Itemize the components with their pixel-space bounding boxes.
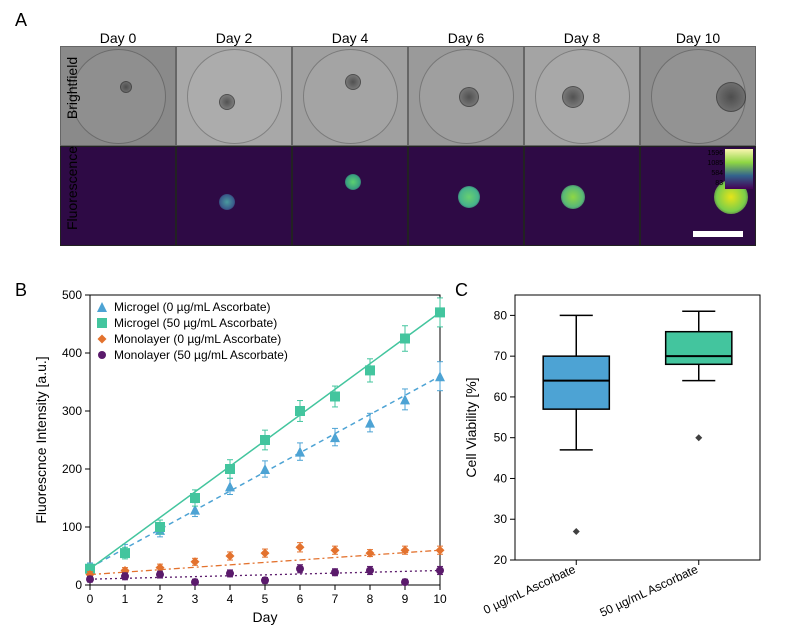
row-label-brightfield: Brightfield (64, 38, 80, 138)
fluorescence-cell (408, 146, 524, 246)
svg-text:3: 3 (192, 592, 199, 606)
svg-text:100: 100 (62, 520, 82, 534)
panel-b-chart: 0123456789100100200300400500DayFluorescn… (30, 285, 450, 630)
brightfield-cell (640, 46, 756, 146)
svg-text:0 µg/mL Ascorbate: 0 µg/mL Ascorbate (481, 562, 578, 617)
panel-b-label: B (15, 280, 27, 301)
panel-a-label: A (15, 10, 27, 31)
svg-text:40: 40 (494, 471, 508, 485)
svg-text:Monolayer (50 µg/mL Ascorbate): Monolayer (50 µg/mL Ascorbate) (114, 348, 288, 362)
fluorescence-cell (524, 146, 640, 246)
day-label: Day 6 (408, 30, 524, 46)
svg-text:Fluorescnce Intensity [a.u.]: Fluorescnce Intensity [a.u.] (33, 356, 49, 523)
day-label: Day 2 (176, 30, 292, 46)
svg-text:Microgel (50 µg/mL Ascorbate): Microgel (50 µg/mL Ascorbate) (114, 316, 277, 330)
svg-text:400: 400 (62, 346, 82, 360)
svg-text:70: 70 (494, 349, 508, 363)
fluorescence-cell (176, 146, 292, 246)
day-label: Day 4 (292, 30, 408, 46)
svg-text:80: 80 (494, 308, 508, 322)
svg-text:50 µg/mL Ascorbate: 50 µg/mL Ascorbate (598, 562, 701, 620)
svg-text:2: 2 (157, 592, 164, 606)
brightfield-cell (524, 46, 640, 146)
svg-text:1: 1 (122, 592, 129, 606)
day-label: Day 10 (640, 30, 756, 46)
svg-text:300: 300 (62, 404, 82, 418)
svg-text:Monolayer (0 µg/mL Ascorbate): Monolayer (0 µg/mL Ascorbate) (114, 332, 281, 346)
svg-text:30: 30 (494, 512, 508, 526)
svg-text:Day: Day (253, 609, 278, 625)
svg-text:8: 8 (367, 592, 374, 606)
svg-text:6: 6 (297, 592, 304, 606)
svg-text:500: 500 (62, 288, 82, 302)
panel-a-grid: Day 0Day 2Day 4Day 6Day 8Day 10 15961085… (60, 30, 760, 246)
svg-text:60: 60 (494, 390, 508, 404)
svg-text:200: 200 (62, 462, 82, 476)
fluorescence-cell: 1596108558483 (640, 146, 756, 246)
day-label: Day 8 (524, 30, 640, 46)
fluorescence-cell (292, 146, 408, 246)
svg-text:0: 0 (75, 578, 82, 592)
svg-text:0: 0 (87, 592, 94, 606)
brightfield-cell (176, 46, 292, 146)
svg-text:50: 50 (494, 431, 508, 445)
svg-text:4: 4 (227, 592, 234, 606)
brightfield-cell (292, 46, 408, 146)
svg-text:Microgel (0 µg/mL Ascorbate): Microgel (0 µg/mL Ascorbate) (114, 300, 271, 314)
svg-text:20: 20 (494, 553, 508, 567)
row-label-fluorescence: Fluorescence (64, 138, 80, 238)
svg-text:7: 7 (332, 592, 339, 606)
svg-text:5: 5 (262, 592, 269, 606)
svg-text:10: 10 (433, 592, 447, 606)
brightfield-cell (408, 46, 524, 146)
panel-c-chart: 20 30 40 50 60 70 80 Cell Viability [%] 0 µg/mL … (460, 285, 770, 630)
svg-text:9: 9 (402, 592, 409, 606)
svg-text:Cell Viability [%]: Cell Viability [%] (463, 377, 479, 477)
